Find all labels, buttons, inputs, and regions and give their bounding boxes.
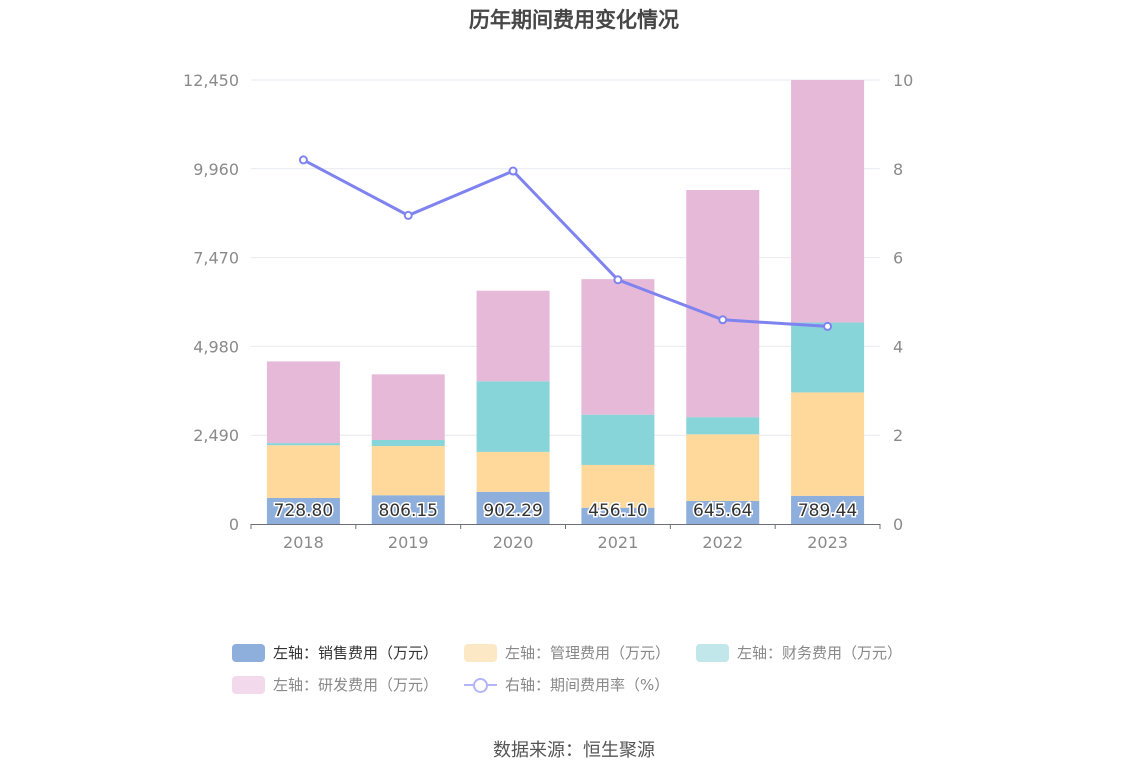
bar-segment [686, 500, 760, 524]
bar-segment [686, 434, 760, 501]
legend-item-sales[interactable]: 左轴：销售费用（万元） [232, 642, 438, 663]
rate-point [823, 321, 833, 331]
right-axis-tick-label: 6 [893, 249, 903, 268]
right-axis-tick-label: 10 [893, 71, 913, 90]
x-axis-tick-label: 2022 [702, 533, 743, 552]
bar-data-label: 645.64 [693, 501, 752, 521]
legend-item-admin[interactable]: 左轴：管理费用（万元） [464, 642, 670, 663]
rate-point [508, 166, 518, 176]
bar-segment [791, 392, 865, 496]
left-axis-tick-label: 0 [229, 515, 239, 534]
left-axis-tick-label: 12,450 [183, 71, 239, 90]
bar-data-label: 902.29 [483, 501, 542, 521]
bar-segment [686, 189, 760, 418]
bar-segment [476, 381, 550, 452]
legend-label-admin: 左轴：管理费用（万元） [505, 644, 671, 662]
bar-segment [266, 498, 340, 524]
source-note: 数据来源：恒生聚源 [493, 740, 655, 761]
legend-swatch-admin [464, 643, 498, 662]
x-axis-tick-label: 2023 [807, 533, 848, 552]
x-axis-tick-label: 2020 [493, 533, 534, 552]
rate-point [718, 315, 728, 325]
bar-data-label: 728.80 [274, 501, 333, 521]
rate-point [403, 210, 413, 220]
bar-segment [686, 417, 760, 435]
bar-segment [581, 464, 655, 508]
legend-item-finance[interactable]: 左轴：财务费用（万元） [696, 642, 902, 663]
bar-segment [266, 445, 340, 499]
legend-swatch-sales [232, 643, 265, 662]
legend-item-rate[interactable]: 右轴：期间费用率（%） [464, 674, 669, 695]
bar-segment [266, 443, 340, 446]
bar-segment [476, 290, 550, 382]
rate-point [613, 275, 623, 285]
left-axis-tick-label: 9,960 [193, 160, 239, 179]
bar-segment [581, 414, 655, 465]
legend-label-rnd: 左轴：研发费用（万元） [273, 676, 439, 694]
right-axis-tick-label: 4 [893, 337, 903, 356]
bar-segment [476, 451, 550, 492]
chart-canvas: 0 2,490 4,980 7,470 9,960 12,450 0 2 4 6 8 10 2018 20… [183, 71, 913, 552]
legend-swatch-rnd [232, 675, 265, 694]
legend-label-finance: 左轴：财务费用（万元） [737, 644, 903, 662]
legend-item-rnd[interactable]: 左轴：研发费用（万元） [232, 674, 438, 695]
bar-segment [581, 507, 655, 524]
bar-segment [371, 446, 445, 496]
bar-segment [476, 491, 550, 524]
bar-segment [371, 495, 445, 524]
legend-swatch-rate [464, 676, 498, 694]
bar-data-label: 789.44 [798, 501, 857, 521]
left-axis-tick-label: 4,980 [193, 337, 239, 356]
right-axis-tick-label: 0 [893, 515, 903, 534]
chart-title: 历年期间费用变化情况 [469, 8, 679, 32]
bar-segment [791, 495, 865, 524]
bar-segment [266, 361, 340, 444]
bar-segment [371, 439, 445, 447]
legend-label-rate: 右轴：期间费用率（%） [505, 676, 670, 694]
legend-swatch-finance [696, 643, 730, 662]
bar-segment [581, 279, 655, 415]
legend-label-sales: 左轴：销售费用（万元） [273, 644, 439, 662]
rate-point [298, 155, 308, 165]
x-axis-tick-label: 2021 [598, 533, 639, 552]
x-axis-tick-label: 2019 [388, 533, 429, 552]
right-axis-tick-label: 2 [893, 426, 903, 445]
bar-segment [791, 322, 865, 393]
rate-line [302, 158, 828, 328]
left-axis-tick-label: 7,470 [193, 249, 239, 268]
right-axis-tick-label: 8 [893, 160, 903, 179]
bar-data-label: 456.10 [588, 501, 647, 521]
bar-segment [791, 80, 865, 323]
bar-segment [371, 374, 445, 440]
bar-data-label: 806.15 [379, 501, 438, 521]
x-axis-tick-label: 2018 [283, 533, 324, 552]
left-axis-tick-label: 2,490 [193, 426, 239, 445]
